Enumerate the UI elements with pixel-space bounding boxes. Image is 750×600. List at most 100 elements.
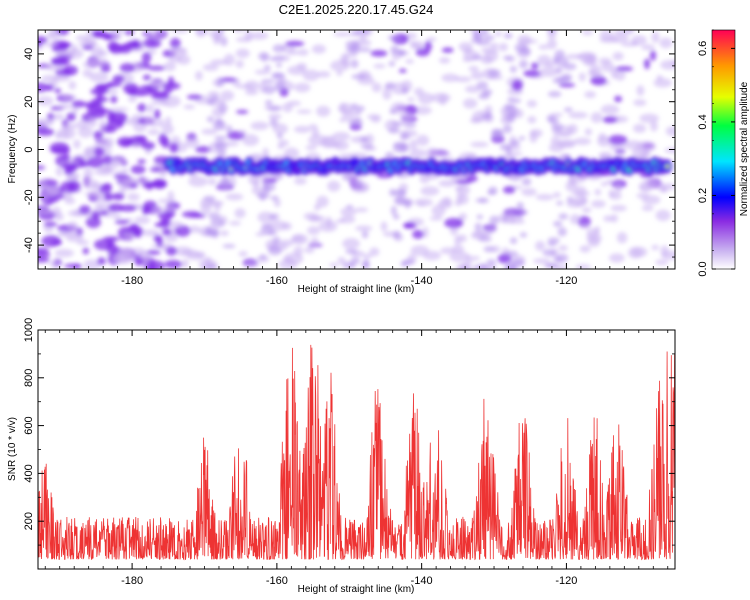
heatmap-cell: [241, 134, 259, 147]
heatmap-cell: [388, 60, 396, 67]
heatmap-cell: [164, 234, 178, 243]
snr-ylabel: SNR (10 * v/v): [7, 417, 18, 481]
heatmap-cell: [112, 213, 122, 220]
heatmap-cell: [350, 257, 361, 265]
heatmap-cell: [195, 70, 203, 81]
heatmap-cell: [83, 178, 99, 190]
heatmap-cell: [600, 181, 608, 187]
heatmap-cell: [607, 134, 628, 145]
heatmap-cell: [345, 204, 354, 209]
heatmap-cell: [555, 66, 563, 74]
heatmap-cell: [38, 165, 46, 170]
heatmap-cell: [566, 196, 574, 203]
heatmap-cell: [211, 228, 219, 239]
heatmap-cell: [610, 214, 619, 223]
heatmap-cell: [413, 87, 425, 97]
heatmap-cell: [519, 232, 528, 238]
heatmap-cell: [454, 179, 472, 184]
heatmap-cell: [283, 252, 304, 265]
heatmap-cell: [216, 77, 223, 88]
heatmap-cell: [223, 53, 235, 66]
heatmap-cell: [342, 172, 352, 181]
heatmap-cell: [61, 94, 77, 100]
heatmap-cell: [268, 113, 282, 120]
heatmap-ylabel: Frequency (Hz): [7, 115, 18, 184]
heatmap-cell: [219, 77, 237, 83]
heatmap-cell: [456, 192, 464, 203]
heatmap-cell: [643, 58, 651, 70]
heatmap-cell: [112, 35, 122, 40]
heatmap-cell: [422, 250, 442, 261]
heatmap-cell: [598, 57, 612, 65]
heatmap-cell: [538, 66, 559, 77]
heatmap-cell: [159, 219, 170, 229]
colorbar-tick-label: 0.2: [697, 188, 709, 203]
heatmap-cell: [268, 245, 282, 256]
heatmap-cell: [51, 258, 59, 269]
heatmap-cell: [212, 120, 227, 128]
heatmap-cell: [174, 225, 191, 237]
heatmap-cell: [431, 92, 451, 103]
heatmap-cell: [71, 263, 82, 269]
heatmap-cell: [569, 213, 581, 225]
heatmap-cell: [142, 74, 151, 81]
heatmap-cell: [208, 212, 221, 221]
heatmap-cell: [184, 137, 200, 148]
heatmap-cell: [444, 217, 464, 229]
heatmap-cell: [45, 63, 64, 71]
heatmap-cell: [581, 30, 594, 36]
heatmap-cell: [636, 85, 645, 97]
heatmap-cell: [409, 139, 418, 151]
heatmap-cell: [335, 218, 346, 224]
heatmap-cell: [614, 95, 623, 103]
heatmap-cell: [498, 42, 509, 52]
heatmap-cell: [54, 248, 74, 258]
heatmap-cell: [45, 84, 54, 92]
heatmap-cell: [639, 113, 659, 124]
heatmap-cell: [533, 258, 551, 264]
heatmap-cell: [54, 212, 64, 221]
heatmap-cell: [584, 91, 596, 99]
heatmap-cell: [360, 143, 374, 149]
heatmap-cell: [297, 48, 309, 56]
heatmap-y-tick-label: 0: [23, 146, 35, 152]
heatmap-cell: [665, 126, 675, 137]
heatmap-cell: [121, 176, 138, 186]
heatmap-cell: [627, 247, 643, 259]
heatmap-cell: [551, 123, 564, 130]
heatmap-cell: [660, 60, 675, 70]
heatmap-cell: [318, 220, 338, 232]
heatmap-cell: [516, 215, 523, 220]
colorbar-tick-label: 0.0: [697, 261, 709, 276]
heatmap-cell: [203, 195, 216, 202]
heatmap-cell: [234, 208, 246, 219]
heatmap-y-tick-label: 20: [23, 96, 35, 108]
heatmap-cell: [504, 103, 515, 109]
heatmap-cell: [144, 148, 151, 155]
heatmap-cell: [529, 128, 543, 138]
heatmap-cell: [405, 59, 414, 64]
heatmap-cell: [141, 52, 152, 63]
heatmap-cell: [68, 80, 77, 90]
heatmap-cell: [527, 116, 537, 124]
heatmap-cell: [580, 195, 588, 205]
heatmap-cell: [167, 190, 175, 202]
heatmap-cell: [229, 176, 237, 188]
heatmap-cell: [164, 205, 175, 213]
snr-series-line: [38, 344, 675, 561]
heatmap-cell: [110, 95, 118, 104]
heatmap-cell: [235, 48, 250, 59]
heatmap-cell: [78, 205, 91, 215]
heatmap-cell: [614, 149, 626, 154]
heatmap-cell: [181, 258, 189, 268]
heatmap-cell: [656, 74, 663, 81]
heatmap-cell: [167, 76, 175, 88]
heatmap-cell: [221, 176, 230, 186]
heatmap-cell: [244, 262, 260, 267]
heatmap-cell: [220, 90, 235, 101]
heatmap-cell: [102, 32, 112, 41]
heatmap-cell: [126, 87, 139, 94]
heatmap-cell: [272, 236, 281, 245]
heatmap-cell: [82, 69, 93, 78]
